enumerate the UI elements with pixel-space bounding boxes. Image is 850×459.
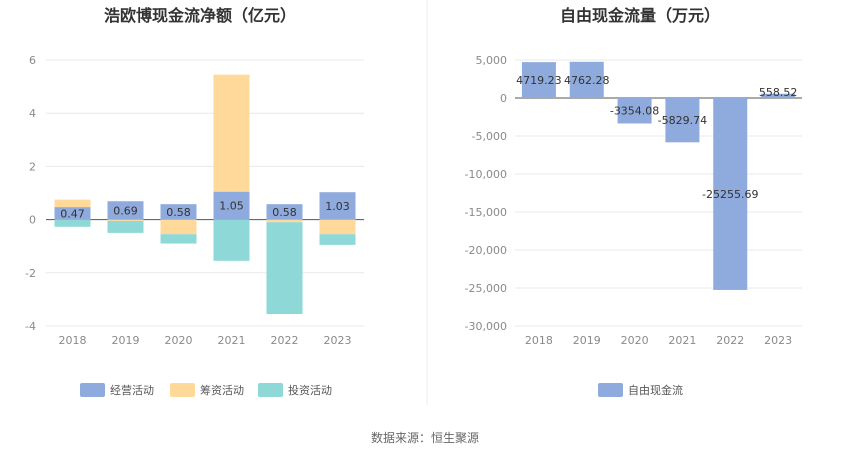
legend-label: 经营活动	[110, 383, 154, 397]
bar	[665, 98, 700, 143]
y-tick-label: -20,000	[465, 244, 507, 257]
bar-segment	[54, 219, 91, 227]
chart-title: 自由现金流量（万元）	[560, 6, 720, 25]
bar-segment	[319, 234, 356, 245]
data-label: 558.52	[759, 86, 798, 99]
x-tick-label: 2022	[271, 334, 299, 347]
bar-segment	[160, 234, 197, 244]
bar-segment	[319, 192, 356, 220]
bar-segment	[107, 220, 144, 233]
bar-segment	[160, 219, 197, 235]
y-tick-label: -25,000	[465, 282, 507, 295]
chart-title: 浩欧博现金流净额（亿元）	[104, 6, 296, 25]
y-tick-label: -4	[25, 320, 36, 333]
y-tick-label: 0	[29, 214, 36, 227]
bar-segment	[213, 74, 250, 192]
data-label: 1.05	[219, 200, 244, 213]
y-tick-label: 0	[500, 92, 507, 105]
y-tick-label: -5,000	[472, 130, 507, 143]
y-tick-label: 4	[29, 107, 36, 120]
bar-segment	[54, 199, 91, 208]
bar	[617, 98, 652, 124]
bar-segment	[213, 191, 250, 220]
bar-segment	[107, 201, 144, 220]
legend-swatch	[258, 383, 283, 397]
cash-flow-net-chart: 浩欧博现金流净额（亿元） -4 -2 0 2 4 6 2018 0.47 2019 0.69 202…	[25, 6, 364, 397]
data-label: 4762.28	[564, 74, 610, 87]
x-tick-label: 2018	[525, 334, 553, 347]
x-tick-label: 2019	[112, 334, 140, 347]
y-tick-label: -2	[25, 267, 36, 280]
bar-segment	[266, 219, 303, 223]
x-tick-label: 2021	[668, 334, 696, 347]
x-tick-label: 2023	[324, 334, 352, 347]
legend-label: 自由现金流	[628, 383, 683, 397]
legend-swatch	[598, 383, 623, 397]
free-cash-flow-chart: 自由现金流量（万元） -30,000 -25,000 -20,000 -15,000 -…	[465, 6, 802, 397]
y-tick-label: -10,000	[465, 168, 507, 181]
x-tick-label: 2020	[165, 334, 193, 347]
legend-swatch	[170, 383, 195, 397]
data-label: 0.58	[166, 206, 191, 219]
bar-segment	[54, 207, 91, 220]
y-tick-label: 5,000	[476, 54, 508, 67]
y-tick-label: -15,000	[465, 206, 507, 219]
legend-label: 投资活动	[288, 383, 332, 397]
bar-segment	[213, 219, 250, 261]
bar-segment	[266, 222, 303, 315]
bar	[569, 61, 604, 98]
x-tick-label: 2022	[716, 334, 744, 347]
x-tick-label: 2020	[621, 334, 649, 347]
bar	[713, 98, 748, 290]
bar-segment	[107, 219, 144, 221]
data-label: 1.03	[325, 200, 350, 213]
x-tick-label: 2018	[59, 334, 87, 347]
x-tick-label: 2019	[573, 334, 601, 347]
data-label: 0.69	[113, 204, 138, 217]
data-label: 0.58	[272, 206, 297, 219]
x-tick-label: 2021	[218, 334, 246, 347]
bar-segment	[319, 219, 356, 235]
data-source: 数据来源：恒生聚源	[371, 430, 479, 445]
data-label: 4719.23	[516, 74, 562, 87]
legend-swatch	[80, 383, 105, 397]
bar	[521, 62, 556, 98]
y-tick-label: 6	[29, 54, 36, 67]
x-tick-label: 2023	[764, 334, 792, 347]
legend-label: 筹资活动	[200, 383, 244, 397]
data-label: 0.47	[60, 207, 85, 220]
y-tick-label: 2	[29, 160, 36, 173]
data-label: -3354.08	[610, 105, 659, 118]
y-tick-label: -30,000	[465, 320, 507, 333]
data-label: -5829.74	[658, 114, 707, 127]
data-label: -25255.69	[702, 188, 758, 201]
bar-segment	[160, 204, 197, 220]
bar	[761, 93, 796, 98]
bar-segment	[266, 204, 303, 220]
